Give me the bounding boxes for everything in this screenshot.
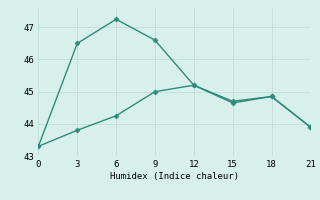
X-axis label: Humidex (Indice chaleur): Humidex (Indice chaleur) xyxy=(110,172,239,181)
